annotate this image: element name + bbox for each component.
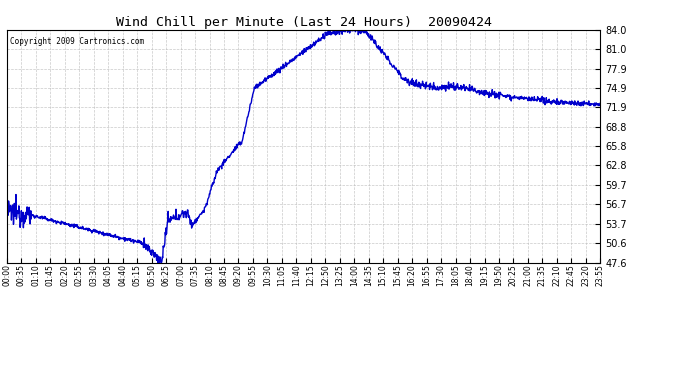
Title: Wind Chill per Minute (Last 24 Hours)  20090424: Wind Chill per Minute (Last 24 Hours) 20… <box>116 16 491 29</box>
Text: Copyright 2009 Cartronics.com: Copyright 2009 Cartronics.com <box>10 37 144 46</box>
